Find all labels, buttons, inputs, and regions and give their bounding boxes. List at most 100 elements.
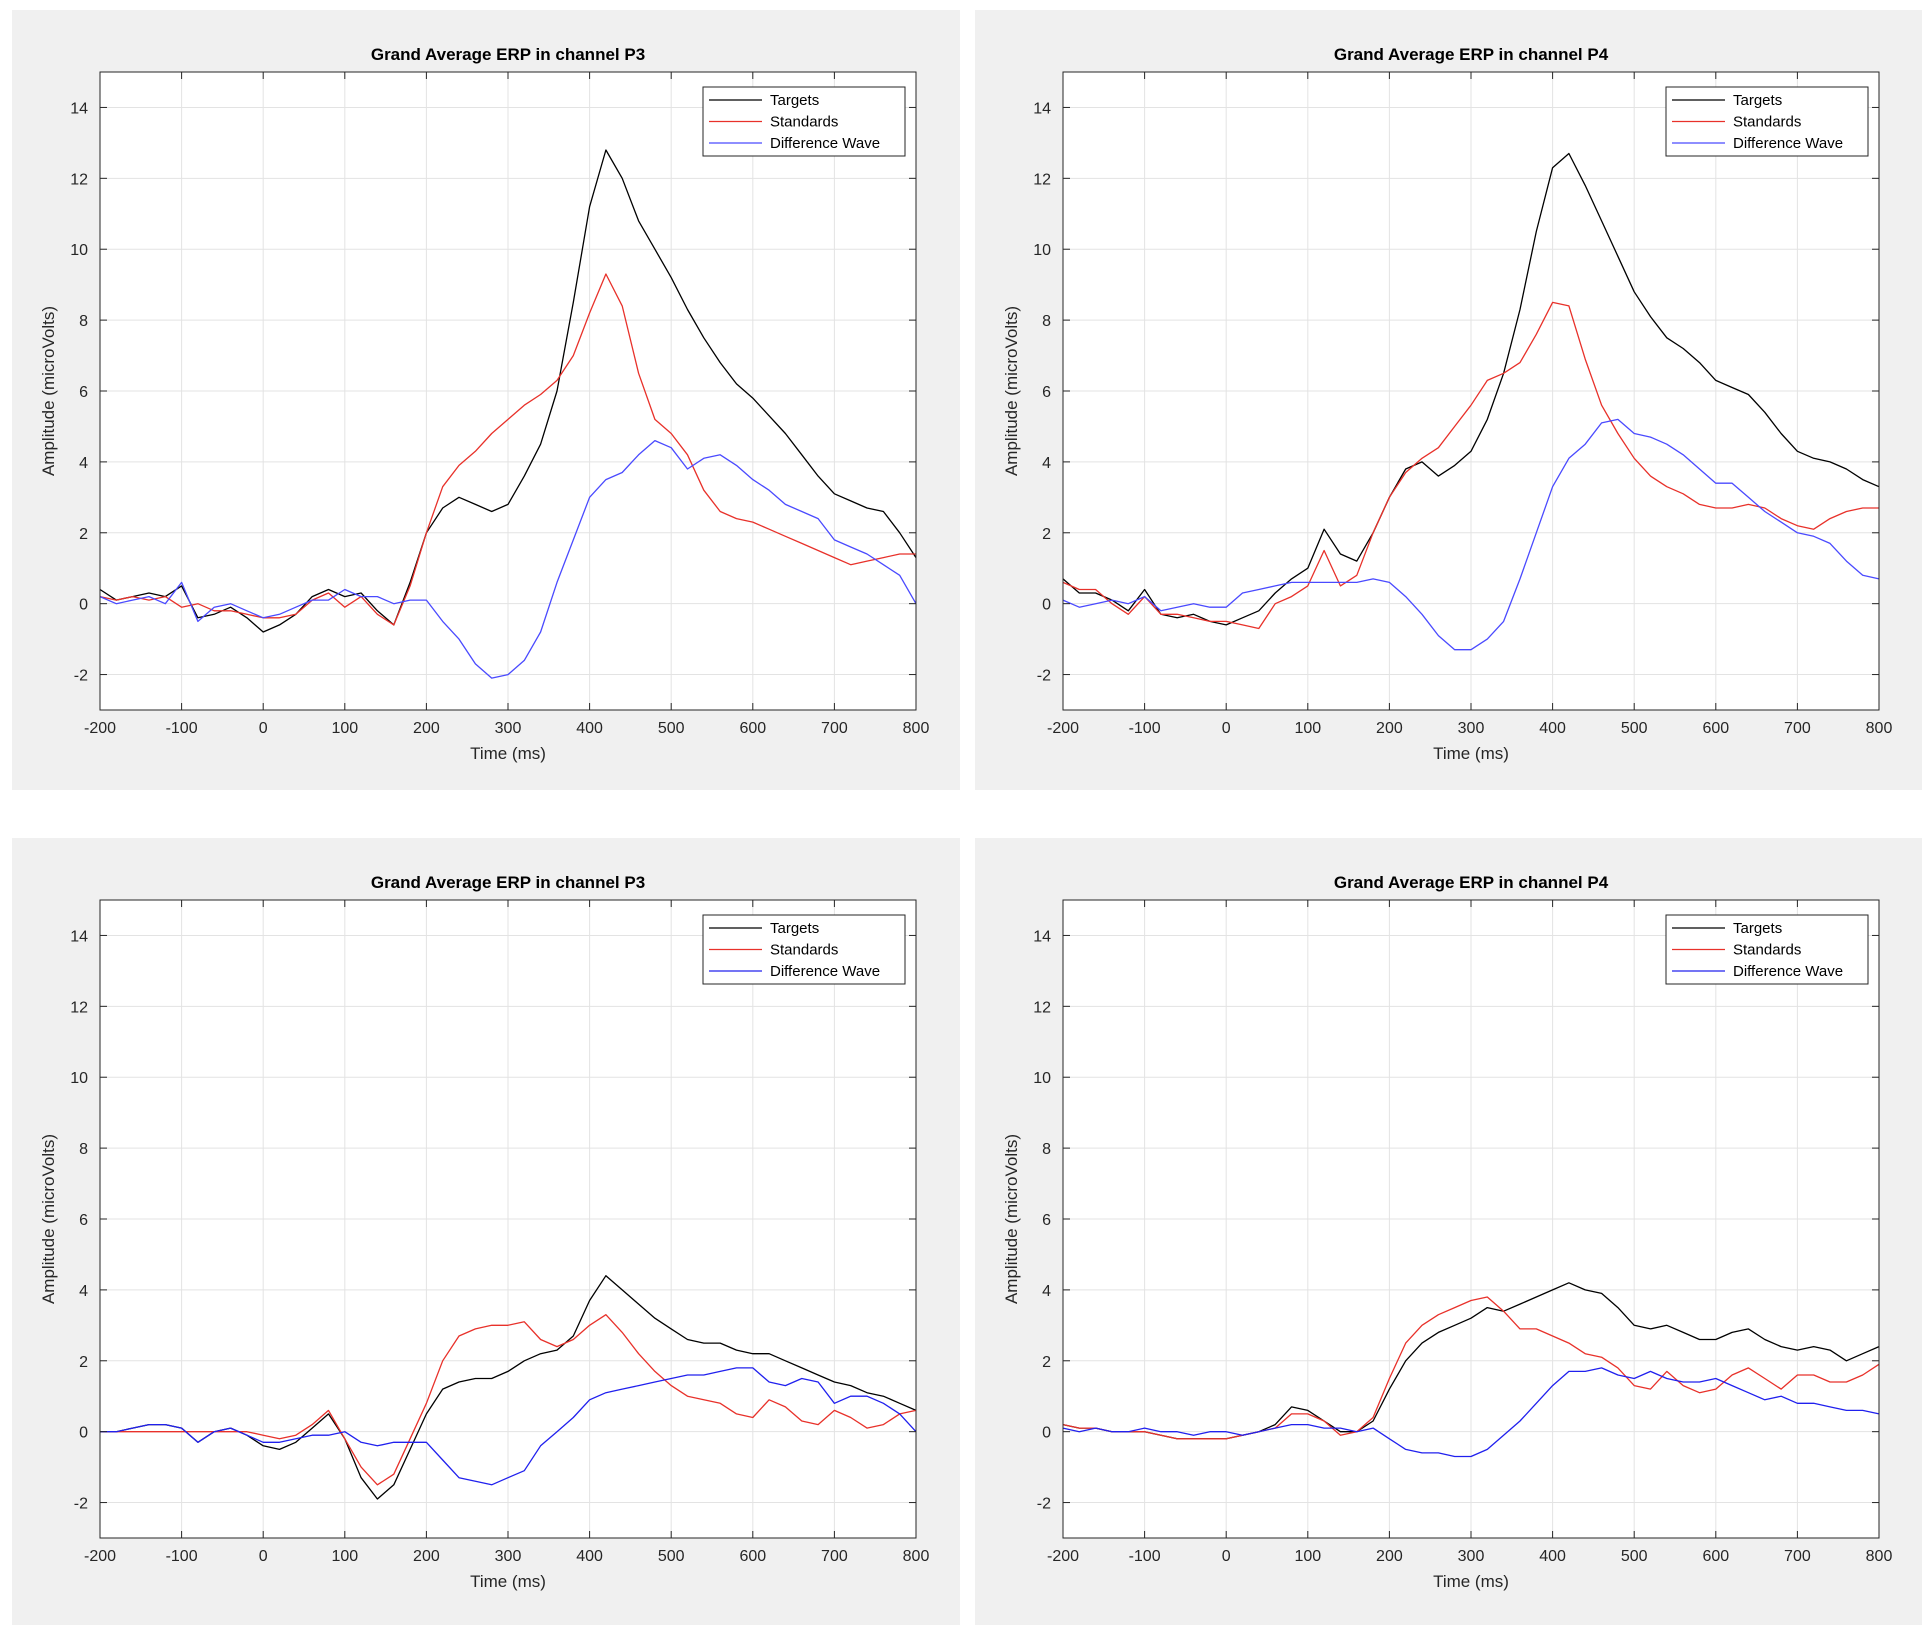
- x-tick-label: 600: [739, 1548, 766, 1565]
- x-tick-label: 0: [1222, 1548, 1231, 1565]
- series-line-2: [99, 439, 917, 679]
- x-tick-label: 500: [1621, 1548, 1648, 1565]
- y-tick-label: 10: [70, 242, 88, 259]
- legend-label: Targets: [770, 92, 819, 109]
- x-axis-label: Time (ms): [1433, 744, 1509, 763]
- series-line-1: [100, 1314, 917, 1486]
- grid: [1062, 72, 1880, 710]
- y-tick-label: 4: [79, 1283, 88, 1300]
- y-tick-label: 4: [79, 455, 88, 472]
- x-tick-label: 400: [576, 1548, 603, 1565]
- y-tick-label: -2: [1037, 1496, 1051, 1513]
- chart-svg: -200 -100 0 100 200 300 400 500 600 700 800 -2 0 2 4 6 8…: [39, 45, 930, 763]
- y-tick-label: 2: [79, 1354, 88, 1371]
- y-tick-label: 8: [1042, 313, 1051, 330]
- chart-panel-top-left: -200 -100 0 100 200 300 400 500 600 700 800 -2 0 2 4 6 8…: [12, 10, 960, 790]
- legend: Targets Standards Difference Wave: [702, 914, 906, 985]
- x-tick-label: 400: [1539, 1548, 1566, 1565]
- y-tick-label: 10: [1033, 1070, 1051, 1087]
- y-tick-label: 2: [1042, 526, 1051, 543]
- x-tick-label: 800: [903, 720, 930, 737]
- x-tick-label: 200: [1376, 720, 1403, 737]
- x-tick-label: 0: [259, 1548, 268, 1565]
- x-tick-label: -200: [84, 1548, 116, 1565]
- legend: Targets Standards Difference Wave: [1665, 86, 1869, 157]
- y-tick-label: 2: [1042, 1354, 1051, 1371]
- x-tick-label: 500: [658, 1548, 685, 1565]
- x-tick-label: 500: [658, 720, 685, 737]
- x-tick-label: 0: [1222, 720, 1231, 737]
- y-tick-label: 0: [1042, 1425, 1051, 1442]
- x-tick-label: 200: [413, 1548, 440, 1565]
- legend-label: Standards: [1733, 942, 1801, 959]
- legend-label: Standards: [1733, 114, 1801, 131]
- x-tick-label: 200: [1376, 1548, 1403, 1565]
- y-tick-label: 12: [1033, 999, 1051, 1016]
- chart-panel-top-right: -200 -100 0 100 200 300 400 500 600 700 800 -2 0 2 4 6 8…: [975, 10, 1922, 790]
- chart-svg: -200 -100 0 100 200 300 400 500 600 700 800 -2 0 2 4 6 8…: [39, 873, 930, 1591]
- x-tick-label: 400: [1539, 720, 1566, 737]
- x-tick-label: 600: [739, 720, 766, 737]
- x-tick-label: -100: [166, 1548, 198, 1565]
- x-tick-label: -100: [166, 720, 198, 737]
- y-tick-label: -2: [74, 668, 88, 685]
- legend: Targets Standards Difference Wave: [702, 86, 906, 157]
- x-tick-label: 100: [1294, 1548, 1321, 1565]
- chart-panel-bottom-right: -200 -100 0 100 200 300 400 500 600 700 800 -2 0 2 4 6 8…: [975, 838, 1922, 1625]
- x-tick-label: 700: [821, 720, 848, 737]
- series-line-1: [99, 273, 916, 626]
- x-tick-label: 800: [903, 1548, 930, 1565]
- x-tick-label: 300: [1458, 720, 1485, 737]
- y-tick-label: 4: [1042, 1283, 1051, 1300]
- chart-panel-bottom-left: -200 -100 0 100 200 300 400 500 600 700 800 -2 0 2 4 6 8…: [12, 838, 960, 1625]
- legend-label: Difference Wave: [1733, 963, 1843, 980]
- y-tick-label: 10: [70, 1070, 88, 1087]
- y-axis-label: Amplitude (microVolts): [1002, 1134, 1021, 1304]
- x-tick-label: 0: [259, 720, 268, 737]
- x-tick-label: 100: [331, 1548, 358, 1565]
- x-tick-label: 500: [1621, 720, 1648, 737]
- y-tick-label: 12: [1033, 171, 1051, 188]
- x-axis-label: Time (ms): [470, 1572, 546, 1591]
- legend-label: Standards: [770, 114, 838, 131]
- legend-label: Targets: [1733, 92, 1782, 109]
- legend-label: Targets: [1733, 920, 1782, 937]
- y-tick-label: 12: [70, 171, 88, 188]
- y-tick-label: 6: [1042, 384, 1051, 401]
- x-tick-label: -200: [84, 720, 116, 737]
- x-axis-label: Time (ms): [1433, 1572, 1509, 1591]
- y-tick-label: 14: [1033, 928, 1051, 945]
- y-tick-label: 6: [1042, 1212, 1051, 1229]
- x-axis-label: Time (ms): [470, 744, 546, 763]
- legend-label: Difference Wave: [770, 963, 880, 980]
- series-line-1: [1062, 1296, 1880, 1440]
- y-tick-label: 6: [79, 1212, 88, 1229]
- y-tick-label: 2: [79, 526, 88, 543]
- x-tick-label: -200: [1047, 1548, 1079, 1565]
- y-tick-label: -2: [1037, 668, 1051, 685]
- x-tick-label: 700: [821, 1548, 848, 1565]
- y-tick-label: 0: [1042, 597, 1051, 614]
- chart-title: Grand Average ERP in channel P4: [1334, 873, 1609, 892]
- legend-label: Difference Wave: [770, 135, 880, 152]
- x-tick-label: 300: [1458, 1548, 1485, 1565]
- x-tick-label: 600: [1702, 1548, 1729, 1565]
- series-line-2: [1062, 418, 1880, 651]
- x-tick-label: 300: [495, 720, 522, 737]
- legend-label: Difference Wave: [1733, 135, 1843, 152]
- x-tick-label: 300: [495, 1548, 522, 1565]
- x-tick-label: 700: [1784, 1548, 1811, 1565]
- chart-title: Grand Average ERP in channel P3: [371, 873, 645, 892]
- x-tick-label: -100: [1129, 1548, 1161, 1565]
- y-tick-label: 8: [79, 313, 88, 330]
- legend: Targets Standards Difference Wave: [1665, 914, 1869, 985]
- x-tick-label: -100: [1129, 720, 1161, 737]
- x-tick-label: -200: [1047, 720, 1079, 737]
- series-line-2: [1062, 1367, 1880, 1458]
- x-tick-label: 800: [1866, 1548, 1893, 1565]
- y-tick-label: 12: [70, 999, 88, 1016]
- series-line-1: [1062, 301, 1879, 630]
- y-axis-label: Amplitude (microVolts): [39, 306, 58, 476]
- y-tick-label: 14: [70, 928, 88, 945]
- x-tick-label: 600: [1702, 720, 1729, 737]
